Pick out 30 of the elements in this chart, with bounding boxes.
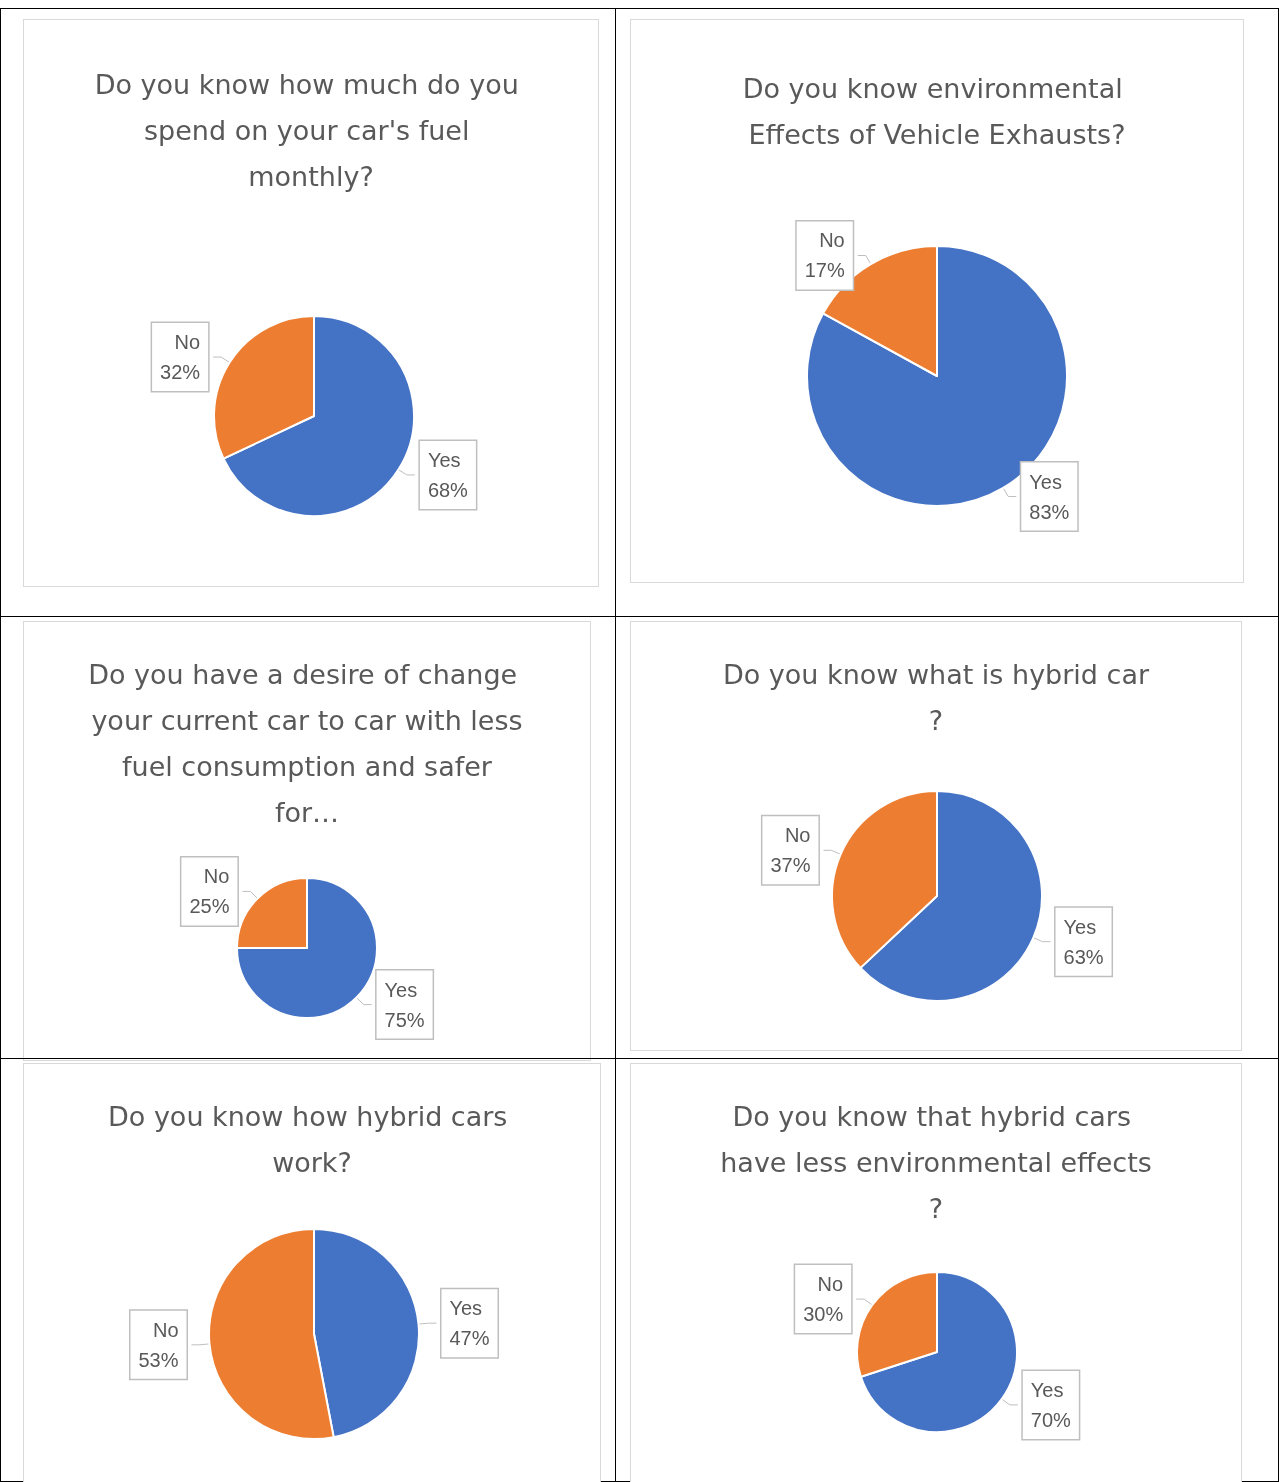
slice-label: Yes <box>1029 470 1062 493</box>
data-label: 83% <box>1029 500 1070 523</box>
slice-label: No <box>152 1318 179 1341</box>
chart-title: Do you know how hybrid cars work? <box>107 1100 517 1178</box>
slice-label: Yes <box>1063 915 1097 938</box>
data-label: 70% <box>1030 1408 1072 1431</box>
slice-label: Yes <box>384 978 418 1001</box>
chart-title: Do you have a desire of change your current car to car with less fuel consumption and safer for… <box>88 658 526 828</box>
data-label: 37% <box>770 854 811 877</box>
chart-title: Do you know what is hybrid car? <box>722 658 1150 736</box>
slice-label: No <box>819 229 845 252</box>
slice-label: Yes <box>449 1297 483 1320</box>
data-label: 75% <box>384 1008 425 1031</box>
slice-label: No <box>784 824 811 847</box>
slice-label: Yes <box>427 448 461 471</box>
data-label: 63% <box>1063 945 1104 968</box>
data-label: 47% <box>449 1327 490 1350</box>
data-label: 32% <box>160 361 201 384</box>
chart-title: Do you know that hybrid cars have less environmental effects? <box>720 1100 1152 1224</box>
data-label: 25% <box>189 895 230 918</box>
data-label: 17% <box>804 259 845 282</box>
slice-label: No <box>817 1273 844 1296</box>
data-label: 68% <box>427 478 469 501</box>
data-label: 30% <box>803 1303 844 1326</box>
slice-label: Yes <box>1030 1378 1064 1401</box>
chart-title: Do you know environmental Effects of Vehicle Exhausts? <box>742 72 1132 150</box>
chart-title: Do you know how much do you spend on your car's fuel monthly? <box>94 68 528 192</box>
data-label: 53% <box>138 1348 179 1371</box>
slice-label: No <box>174 331 201 354</box>
slice-label: No <box>203 865 230 888</box>
